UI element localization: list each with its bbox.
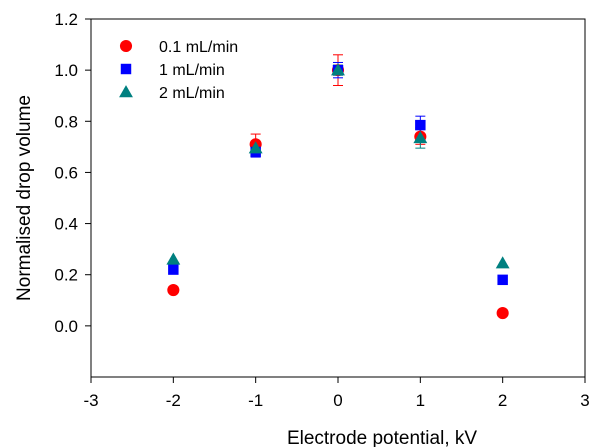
data-points <box>166 63 510 320</box>
x-tick-label: 2 <box>498 391 507 410</box>
legend: 0.1 mL/min 1 mL/min 2 mL/min <box>119 39 238 102</box>
data-point <box>167 284 180 297</box>
data-point <box>495 256 510 269</box>
x-tick-label: -2 <box>166 391 181 410</box>
x-tick-label: 1 <box>416 391 425 410</box>
legend-label: 1 mL/min <box>159 62 225 79</box>
y-tick-label: 0.0 <box>54 317 78 336</box>
x-tick-label: -3 <box>83 391 98 410</box>
y-axis-title: Normalised drop volume <box>14 95 35 301</box>
y-tick-label: 0.2 <box>54 266 78 285</box>
x-tick-label: 0 <box>333 391 342 410</box>
y-tick-label: 1.0 <box>54 61 78 80</box>
data-point <box>497 274 508 286</box>
data-point <box>248 141 263 154</box>
data-point <box>415 119 426 131</box>
legend-marker <box>119 85 133 98</box>
plot-axes: -3 -2 -1 0 1 2 3 0.0 0.2 0.4 0.6 0.8 1.0 1.2 <box>54 10 589 410</box>
legend-label: 2 mL/min <box>159 85 225 102</box>
legend-marker <box>119 39 133 53</box>
y-tick-label: 0.6 <box>54 163 78 182</box>
legend-label: 0.1 mL/min <box>159 39 238 56</box>
y-tick-label: 1.2 <box>54 10 78 29</box>
data-point <box>331 63 345 76</box>
legend-marker <box>120 63 132 75</box>
data-point <box>413 130 428 144</box>
x-axis-title: Electrode potential, kV <box>287 428 477 447</box>
x-tick-label: -1 <box>248 391 263 410</box>
data-point <box>166 252 181 265</box>
y-tick-label: 0.4 <box>54 215 78 234</box>
data-point <box>168 264 179 275</box>
y-tick-label: 0.8 <box>54 112 78 131</box>
x-tick-label: 3 <box>580 391 589 410</box>
data-point <box>496 307 509 320</box>
